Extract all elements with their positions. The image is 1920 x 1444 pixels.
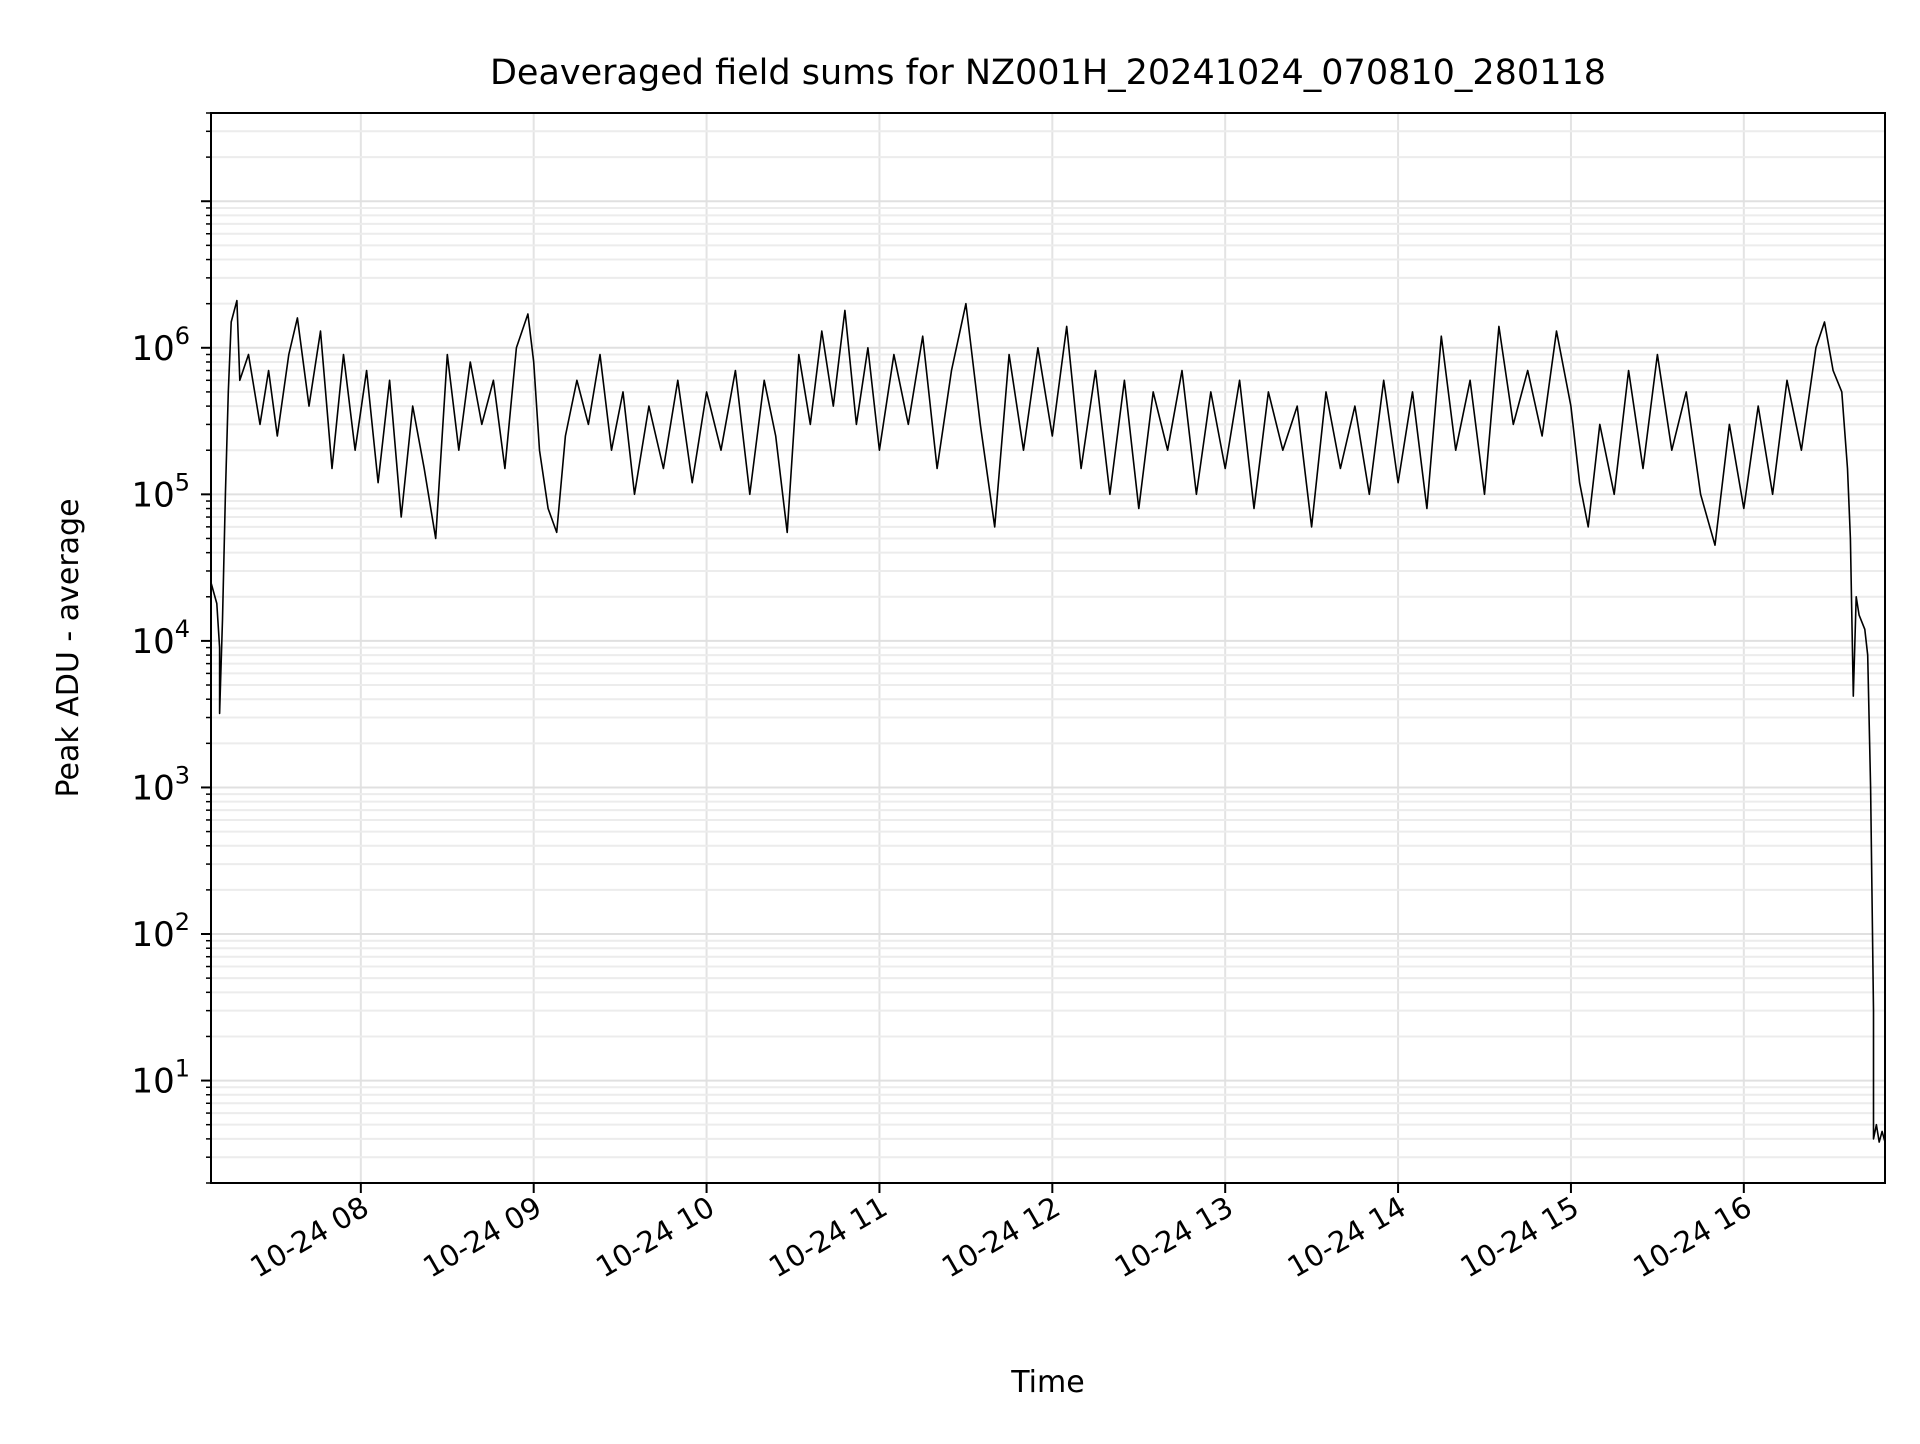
y-tick-label: 103 <box>131 761 190 808</box>
y-tick-label-exponent: 3 <box>175 761 190 789</box>
y-tick-label: 104 <box>131 615 190 662</box>
y-tick-label-exponent: 1 <box>175 1055 190 1083</box>
y-tick-label-exponent: 5 <box>175 468 190 496</box>
y-tick-label-base: 10 <box>131 622 174 662</box>
y-tick-label-base: 10 <box>131 329 174 369</box>
x-axis-label: Time <box>1010 1365 1084 1400</box>
y-axis-label: Peak ADU - average <box>51 498 86 797</box>
y-tick-label-base: 10 <box>131 475 174 515</box>
y-tick-label: 102 <box>131 908 190 955</box>
y-tick-label: 106 <box>131 322 190 369</box>
series-layer <box>210 299 1886 1143</box>
y-tick-label-base: 10 <box>131 1062 174 1102</box>
y-tick-label-base: 10 <box>131 768 174 808</box>
y-tick-label-exponent: 4 <box>175 615 190 643</box>
series-line <box>210 299 1886 1143</box>
y-tick-label-exponent: 2 <box>175 908 190 936</box>
y-tick-label: 105 <box>131 468 190 515</box>
y-tick-label-exponent: 6 <box>175 322 190 350</box>
chart-title: Deaveraged field sums for NZ001H_2024102… <box>490 53 1606 93</box>
y-tick-label-base: 10 <box>131 915 174 955</box>
y-tick-label: 101 <box>131 1055 190 1102</box>
